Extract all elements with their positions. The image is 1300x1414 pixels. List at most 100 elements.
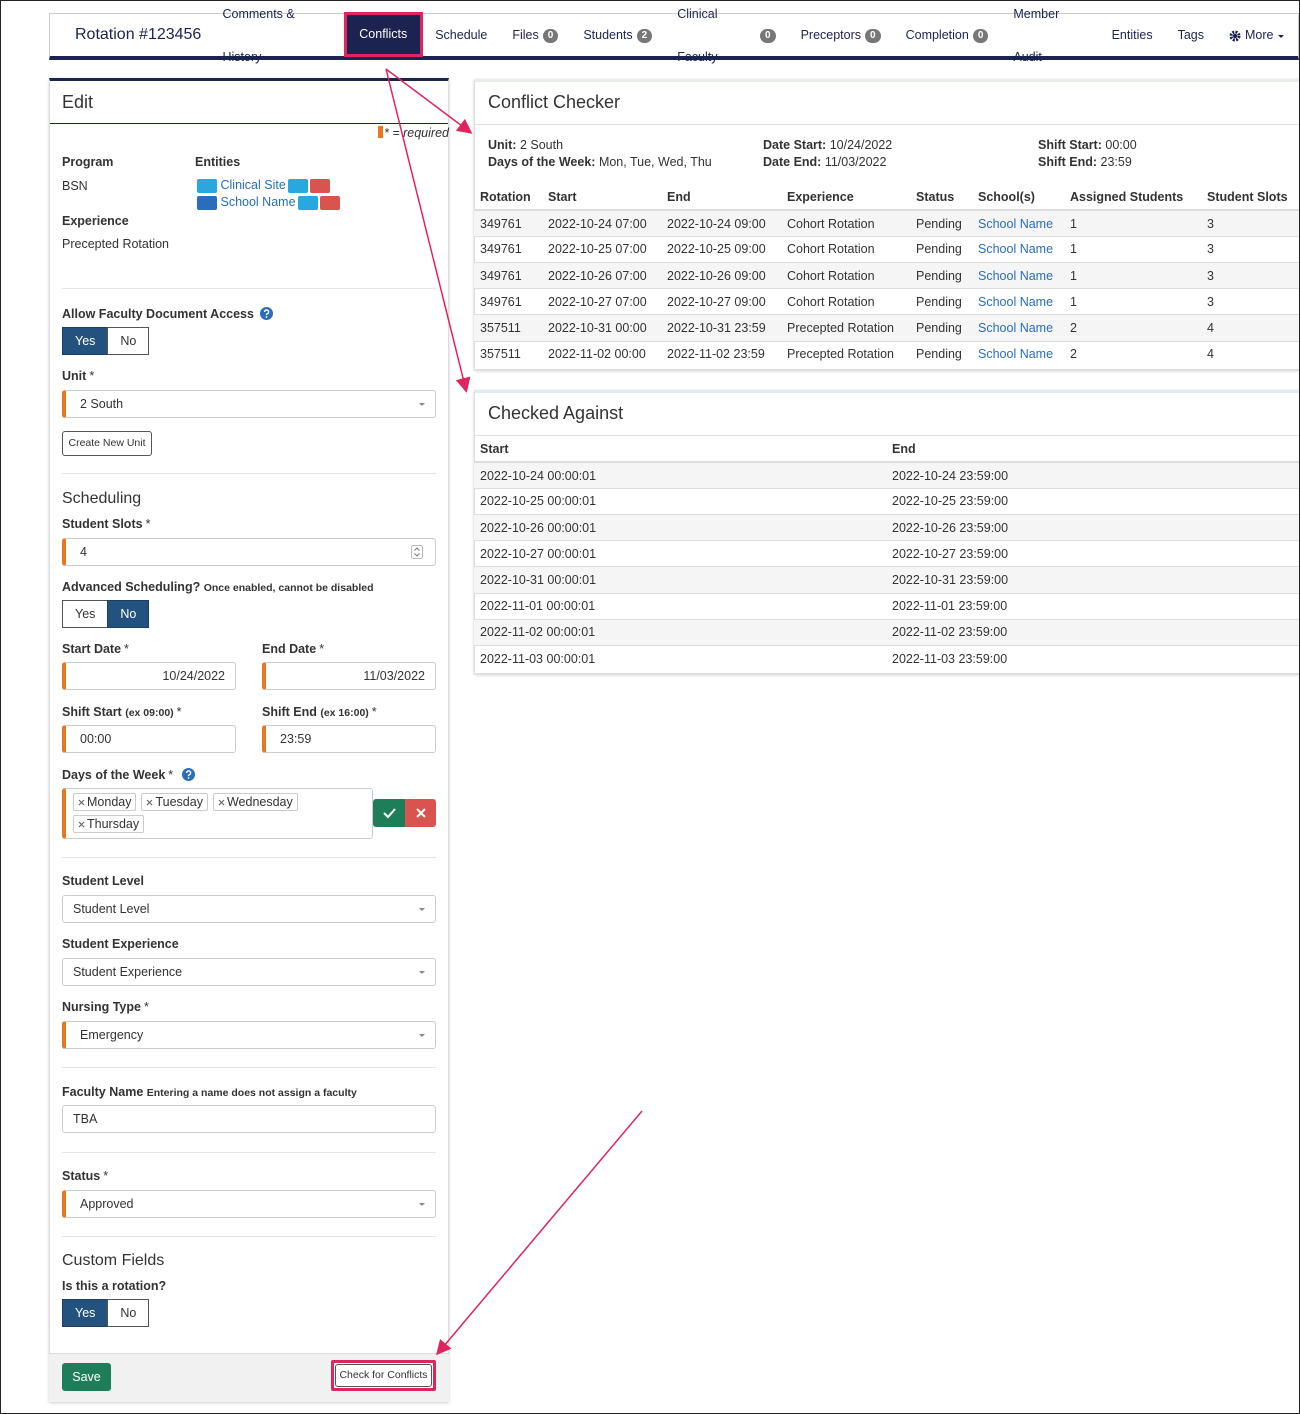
day-chip[interactable]: Thursday bbox=[73, 815, 145, 833]
option[interactable]: Yes bbox=[62, 600, 109, 628]
tab[interactable]: Clinical Faculty 0 bbox=[665, 7, 788, 64]
badge: 0 bbox=[542, 28, 559, 43]
tab[interactable]: Member Audit bbox=[1001, 7, 1099, 64]
tab-label: Clinical Faculty bbox=[677, 6, 718, 64]
label: Student Experience bbox=[62, 937, 179, 951]
cell: 2022-11-02 00:00 bbox=[542, 340, 661, 368]
school-link[interactable]: School Name bbox=[972, 262, 1064, 289]
cell: 2022-11-01 23:59:00 bbox=[886, 592, 1299, 620]
cell: Precepted Rotation bbox=[781, 314, 910, 342]
tab[interactable]: Preceptors 0 bbox=[788, 14, 893, 57]
unit-select[interactable]: 2 South bbox=[62, 390, 436, 418]
remove-icon[interactable] bbox=[146, 799, 153, 806]
day-chip[interactable]: Wednesday bbox=[212, 793, 298, 811]
tab[interactable]: Conflicts bbox=[343, 12, 423, 57]
cell: 2022-10-26 07:00 bbox=[542, 262, 661, 289]
summary-value: Mon, Tue, Wed, Thu bbox=[598, 155, 712, 169]
tab[interactable]: Entities bbox=[1099, 14, 1165, 57]
summary-value: 11/03/2022 bbox=[824, 155, 887, 169]
tab-label: Files bbox=[512, 28, 539, 42]
column-header: School(s) bbox=[972, 184, 1064, 212]
shift-end-input[interactable]: 23:59 bbox=[262, 725, 436, 753]
required-mark: * bbox=[89, 369, 95, 383]
school-link[interactable]: School Name bbox=[972, 209, 1064, 237]
cell: 3 bbox=[1201, 235, 1299, 263]
school-link[interactable]: School Name bbox=[972, 235, 1064, 263]
confirm-button[interactable] bbox=[373, 799, 405, 827]
day-label: Wednesday bbox=[226, 795, 293, 809]
tab[interactable]: Tags bbox=[1165, 14, 1216, 57]
table-row: 2022-10-31 00:00:01 2022-10-31 23:59:00 bbox=[474, 566, 1299, 594]
cell: Pending bbox=[910, 262, 972, 289]
cell: 4 bbox=[1201, 340, 1299, 368]
spinner[interactable] bbox=[411, 545, 423, 559]
remove-icon[interactable] bbox=[218, 799, 225, 806]
label: Student Slots * bbox=[62, 517, 150, 531]
shift-start-input[interactable]: 00:00 bbox=[62, 725, 236, 753]
header-row: Rotation Start End Experience Status School(s… bbox=[474, 184, 1299, 212]
option[interactable]: No bbox=[107, 1299, 150, 1327]
label-text: End Date bbox=[262, 642, 317, 656]
student-experience-select[interactable]: Student Experience bbox=[62, 958, 436, 986]
student-level-select[interactable]: Student Level bbox=[62, 895, 436, 923]
day-chip[interactable]: Monday bbox=[73, 793, 137, 811]
cell: 2022-10-24 09:00 bbox=[661, 209, 781, 237]
cell: 2022-11-02 23:59:00 bbox=[886, 618, 1299, 646]
slots-input[interactable]: 4 bbox=[62, 538, 436, 566]
end-date-input[interactable]: 11/03/2022 bbox=[262, 662, 436, 690]
entity-link[interactable]: School Name bbox=[220, 195, 296, 209]
summary-item: Date End: 11/03/2022 bbox=[763, 155, 886, 169]
option[interactable]: No bbox=[107, 600, 150, 628]
summary-item: Shift Start: 00:00 bbox=[1038, 138, 1137, 152]
label: Status * bbox=[62, 1169, 108, 1183]
tab[interactable]: Files 0 bbox=[500, 14, 571, 57]
remove-icon[interactable] bbox=[78, 799, 85, 806]
entity[interactable]: Clinical Site bbox=[195, 178, 330, 193]
faculty-name-input[interactable]: TBA bbox=[62, 1105, 436, 1133]
tab[interactable]: Students 2 bbox=[571, 14, 665, 57]
status-select[interactable]: Approved bbox=[62, 1190, 436, 1218]
cell: Cohort Rotation bbox=[781, 262, 910, 289]
column-header: End bbox=[661, 184, 781, 212]
day-chip[interactable]: Tuesday bbox=[141, 793, 208, 811]
cell: 349761 bbox=[474, 235, 542, 263]
toggle[interactable]: Yes No bbox=[62, 1299, 150, 1327]
select-value: Emergency bbox=[80, 1028, 144, 1042]
cell: 2022-10-27 00:00:01 bbox=[474, 540, 886, 567]
tab[interactable]: Completion 0 bbox=[893, 14, 1001, 57]
toggle[interactable]: Yes No bbox=[62, 600, 150, 628]
cell: Precepted Rotation bbox=[781, 340, 910, 368]
tab-label: Students bbox=[583, 28, 633, 42]
school-link[interactable]: School Name bbox=[972, 314, 1064, 342]
tab[interactable]: Comments & History bbox=[210, 7, 344, 64]
help-icon[interactable] bbox=[260, 307, 274, 320]
label: Is this a rotation? bbox=[62, 1279, 167, 1293]
cell: 2022-10-31 00:00:01 bbox=[474, 566, 886, 594]
check-conflicts-button[interactable]: Check for Conflicts bbox=[335, 1364, 432, 1387]
entity[interactable]: School Name bbox=[195, 195, 340, 210]
option[interactable]: No bbox=[107, 327, 150, 355]
cell: 2022-10-31 23:59 bbox=[661, 314, 781, 342]
nursing-type-select[interactable]: Emergency bbox=[62, 1021, 436, 1049]
option[interactable]: Yes bbox=[62, 327, 109, 355]
clear-button[interactable] bbox=[405, 799, 436, 827]
start-date-input[interactable]: 10/24/2022 bbox=[62, 662, 236, 690]
school-link[interactable]: School Name bbox=[972, 288, 1064, 315]
help-icon[interactable] bbox=[181, 768, 195, 781]
tab[interactable]: Schedule bbox=[423, 14, 500, 57]
summary-value: 10/24/2022 bbox=[829, 138, 893, 152]
days-select[interactable]: Monday Tuesday Wednesday Thursday bbox=[62, 788, 373, 839]
toggle[interactable]: Yes No bbox=[62, 327, 150, 355]
option[interactable]: Yes bbox=[62, 1299, 109, 1327]
label-text: Days of the Week bbox=[62, 768, 166, 782]
divider bbox=[62, 857, 436, 858]
create-unit-button[interactable]: Create New Unit bbox=[62, 431, 152, 456]
school-link[interactable]: School Name bbox=[972, 340, 1064, 368]
save-button[interactable]: Save bbox=[62, 1363, 111, 1391]
tab[interactable]: More bbox=[1217, 14, 1298, 57]
remove-icon[interactable] bbox=[78, 821, 85, 828]
entity-link[interactable]: Clinical Site bbox=[220, 178, 286, 192]
table-row: 2022-11-01 00:00:01 2022-11-01 23:59:00 bbox=[474, 592, 1299, 620]
select-value: Student Experience bbox=[73, 965, 183, 979]
